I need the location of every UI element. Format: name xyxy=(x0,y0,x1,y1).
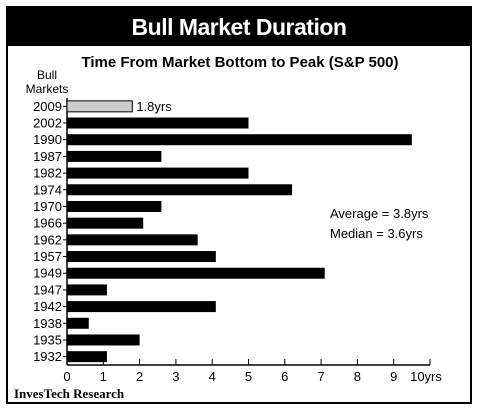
bar xyxy=(67,301,216,313)
x-tick-label: 10yrs xyxy=(410,369,442,384)
y-tick-label: 1932 xyxy=(33,349,62,364)
bar xyxy=(67,251,216,263)
x-tick-label: 6 xyxy=(281,369,288,384)
y-tick-label: 1962 xyxy=(33,232,62,247)
y-tick-label: 1947 xyxy=(33,282,62,297)
y-tick-label: 1938 xyxy=(33,316,62,331)
bar xyxy=(67,284,107,296)
x-tick-label: 3 xyxy=(172,369,179,384)
bar xyxy=(67,134,412,146)
y-axis-label-line1: Bull xyxy=(37,68,57,82)
y-tick-label: 1957 xyxy=(33,249,62,264)
y-axis-label-line2: Markets xyxy=(26,82,69,96)
bar xyxy=(67,150,162,162)
x-tick-label: 5 xyxy=(245,369,252,384)
bar xyxy=(67,317,89,329)
bar xyxy=(67,234,198,246)
y-tick-label: 1970 xyxy=(33,199,62,214)
x-tick-label: 9 xyxy=(390,369,397,384)
average-annotation: Average = 3.8yrs xyxy=(330,206,429,221)
x-tick-label: 7 xyxy=(317,369,324,384)
bar xyxy=(66,100,133,113)
chart-title: Bull Market Duration xyxy=(8,8,470,46)
bar xyxy=(67,334,140,346)
chart-subtitle: Time From Market Bottom to Peak (S&P 500… xyxy=(81,54,398,71)
bar xyxy=(67,117,249,129)
y-tick-label: 2009 xyxy=(33,99,62,114)
x-tick-label: 0 xyxy=(63,369,70,384)
y-tick-label: 1935 xyxy=(33,332,62,347)
bar xyxy=(67,184,293,196)
bar xyxy=(67,267,325,279)
y-tick-label: 1982 xyxy=(33,166,62,181)
y-tick-label: 1987 xyxy=(33,149,62,164)
bar xyxy=(67,167,249,179)
y-tick-label: 1990 xyxy=(33,132,62,147)
y-tick-label: 1942 xyxy=(33,299,62,314)
y-tick-label: 1974 xyxy=(33,182,62,197)
y-tick-label: 1949 xyxy=(33,266,62,281)
source-credit: InvesTech Research xyxy=(14,386,125,401)
x-tick-label: 8 xyxy=(354,369,361,384)
median-annotation: Median = 3.6yrs xyxy=(330,226,423,241)
x-tick-label: 4 xyxy=(209,369,216,384)
y-tick-label: 1966 xyxy=(33,216,62,231)
x-tick-label: 2 xyxy=(136,369,143,384)
bar xyxy=(67,200,162,212)
y-tick-label: 2002 xyxy=(33,116,62,131)
bar xyxy=(67,351,107,363)
bar xyxy=(67,217,144,229)
bar-value-label: 1.8yrs xyxy=(136,99,172,114)
x-tick-label: 1 xyxy=(100,369,107,384)
